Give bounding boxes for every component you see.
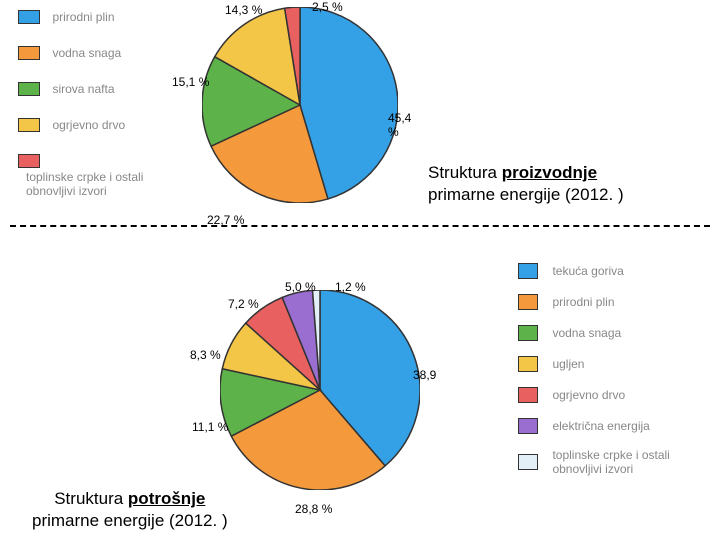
- legend-label: prirodni plin: [552, 295, 614, 309]
- caption-suffix: primarne energije (2012. ): [32, 511, 228, 530]
- slice-percent-label: 15,1 %: [172, 75, 209, 89]
- pie-svg: [220, 290, 420, 490]
- slice-percent-label: 1,2 %: [335, 280, 366, 294]
- slice-percent-label: 11,1 %: [192, 420, 228, 434]
- legend-label: vodna snaga: [552, 326, 621, 340]
- slice-percent-label: 8,3 %: [190, 348, 221, 362]
- legend-label: električna energija: [552, 419, 649, 433]
- caption-prefix: Struktura: [54, 489, 128, 508]
- bottom-legend: tekuća goriva prirodni plin vodna snaga …: [518, 262, 702, 476]
- slice-percent-label: 5,0 %: [285, 280, 316, 294]
- caption-prefix: Struktura: [428, 163, 502, 182]
- bottom-pie-chart: 38,928,8 %11,1 %8,3 %7,2 %5,0 %1,2 %: [220, 290, 420, 490]
- legend-label: ugljen: [552, 357, 584, 371]
- legend-swatch: [518, 263, 538, 279]
- slice-percent-label: 38,9: [413, 368, 436, 382]
- slice-percent-label: 2,5 %: [312, 0, 343, 14]
- legend-swatch: [518, 418, 538, 434]
- legend-label: prirodni plin: [52, 10, 114, 24]
- legend-swatch: [18, 118, 40, 132]
- pie-svg: [202, 7, 398, 203]
- legend-swatch: [518, 325, 538, 341]
- slice-percent-label: 28,8 %: [295, 502, 332, 516]
- legend-swatch: [18, 154, 40, 168]
- caption-emphasis: potrošnje: [128, 489, 205, 508]
- legend-swatch: [518, 294, 538, 310]
- section-divider: [10, 225, 710, 227]
- legend-label: toplinske crpke i ostali obnovljivi izvo…: [26, 170, 146, 198]
- top-legend: prirodni plin vodna snaga sirova nafta o…: [18, 8, 168, 198]
- caption-suffix: primarne energije (2012. ): [428, 185, 624, 204]
- legend-label: ogrjevno drvo: [52, 118, 125, 132]
- legend-swatch: [518, 454, 538, 470]
- slice-percent-label: 45,4 %: [388, 111, 411, 139]
- legend-label: tekuća goriva: [552, 264, 623, 278]
- caption-emphasis: proizvodnje: [502, 163, 597, 182]
- slice-percent-label: 14,3 %: [225, 3, 262, 17]
- legend-swatch: [18, 10, 40, 24]
- legend-label: ogrjevno drvo: [552, 388, 625, 402]
- legend-swatch: [18, 46, 40, 60]
- top-pie-chart: 45,4 %22,7 %15,1 %14,3 %2,5 %: [202, 7, 398, 203]
- top-caption: Struktura proizvodnje primarne energije …: [428, 162, 624, 206]
- legend-label: sirova nafta: [52, 82, 114, 96]
- legend-label: toplinske crpke i ostali obnovljivi izvo…: [552, 448, 702, 476]
- legend-swatch: [18, 82, 40, 96]
- legend-swatch: [518, 356, 538, 372]
- slice-percent-label: 7,2 %: [228, 297, 259, 311]
- legend-label: vodna snaga: [52, 46, 121, 60]
- legend-swatch: [518, 387, 538, 403]
- bottom-caption: Struktura potrošnje primarne energije (2…: [32, 488, 228, 532]
